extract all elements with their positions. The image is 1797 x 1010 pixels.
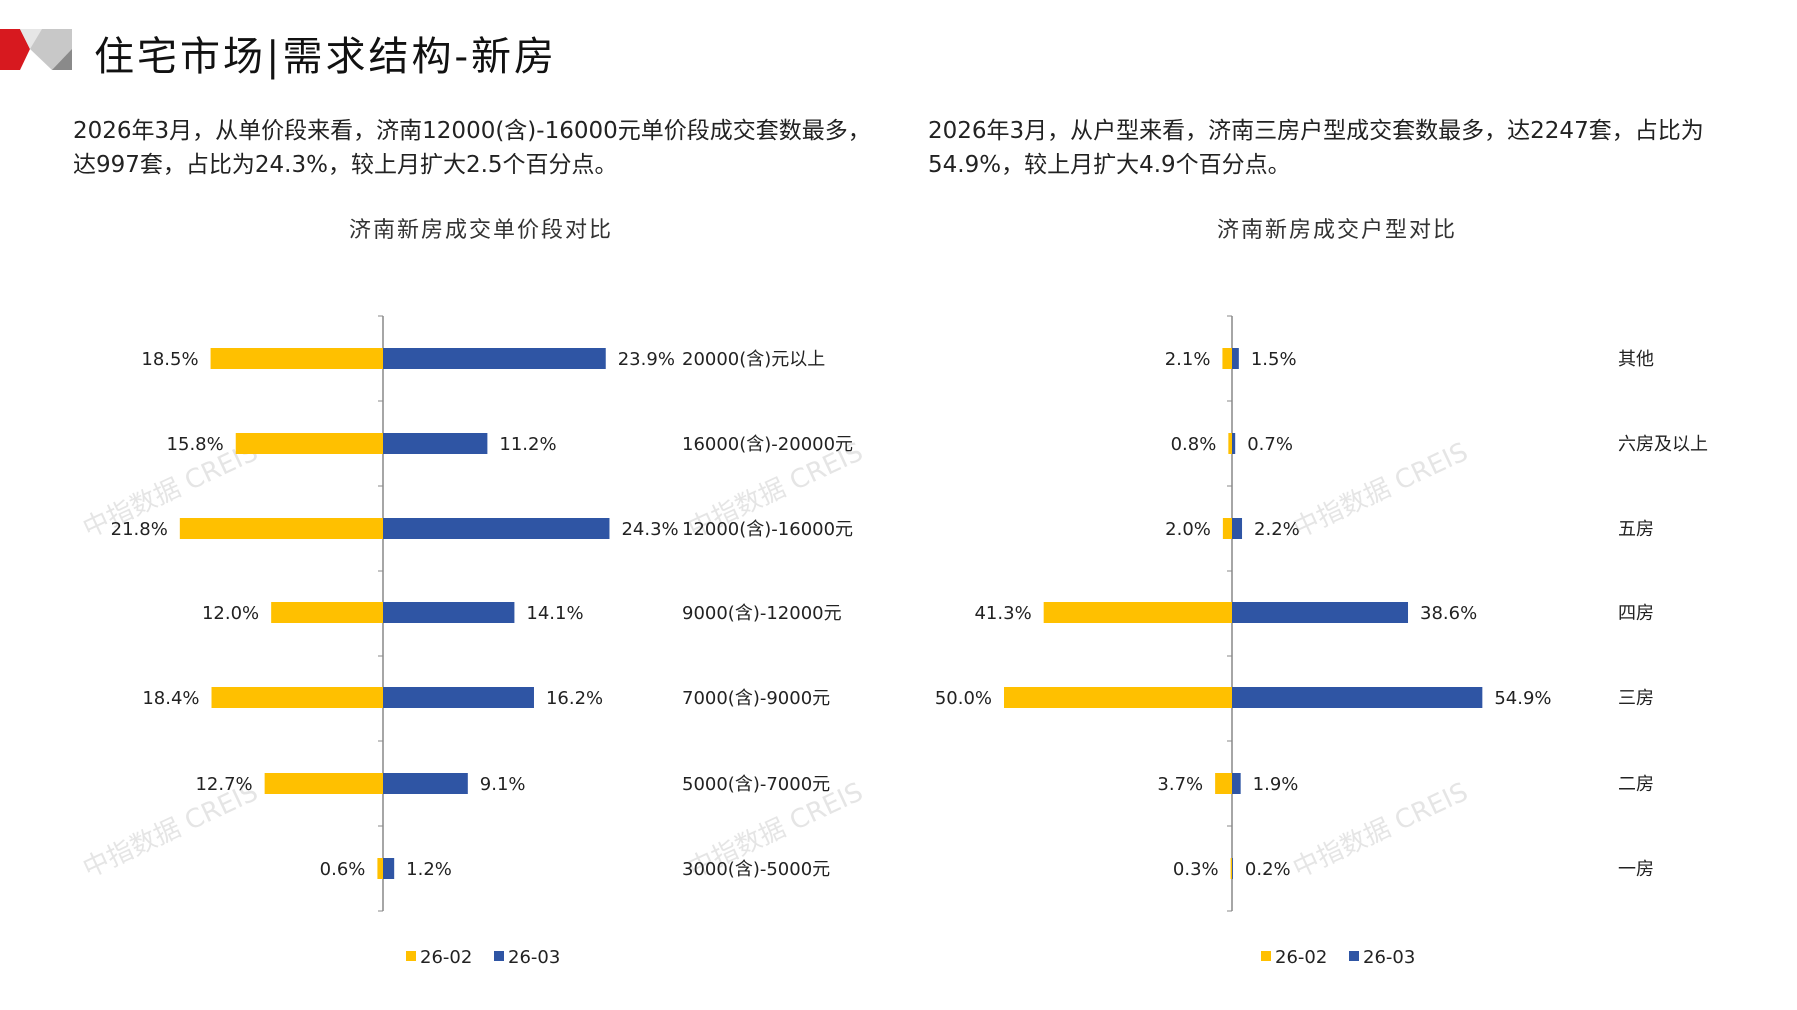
legend-label: 26-02 <box>420 947 472 968</box>
bar-26-02 <box>1215 773 1232 794</box>
category-label: 12000(含)-16000元 <box>682 519 853 540</box>
bar-26-02 <box>1222 518 1232 539</box>
page-title: 住宅市场|需求结构-新房 <box>94 34 557 80</box>
data-label-26-02: 0.3% <box>1173 859 1219 880</box>
logo-icon <box>0 29 72 70</box>
data-label-26-03: 16.2% <box>546 688 603 709</box>
legend-swatch <box>1261 951 1271 961</box>
bar-26-03 <box>1232 858 1233 879</box>
legend-swatch <box>1349 951 1359 961</box>
category-label: 二房 <box>1618 774 1654 795</box>
data-label-26-02: 41.3% <box>974 603 1031 624</box>
category-label: 三房 <box>1618 688 1654 709</box>
category-label: 16000(含)-20000元 <box>682 434 853 455</box>
bar-26-02 <box>235 433 383 454</box>
data-label-26-02: 12.7% <box>195 774 252 795</box>
data-label-26-02: 0.8% <box>1171 434 1217 455</box>
data-label-26-03: 23.9% <box>618 349 675 370</box>
bar-26-03 <box>383 773 468 794</box>
bar-26-02 <box>1228 433 1232 454</box>
category-label: 3000(含)-5000元 <box>682 859 830 880</box>
bar-26-03 <box>1232 687 1483 708</box>
bar-26-03 <box>383 858 395 879</box>
bar-26-02 <box>1043 602 1232 623</box>
right-summary: 2026年3月，从户型来看，济南三房户型成交套数最多，达2247套，占比为54.… <box>928 118 1704 178</box>
data-label-26-03: 38.6% <box>1420 603 1477 624</box>
bar-26-03 <box>383 348 606 369</box>
category-label: 5000(含)-7000元 <box>682 774 830 795</box>
bar-26-02 <box>1230 858 1232 879</box>
bar-26-02 <box>1004 687 1232 708</box>
data-label-26-02: 3.7% <box>1157 774 1203 795</box>
bar-26-03 <box>383 518 610 539</box>
data-label-26-02: 2.0% <box>1165 519 1211 540</box>
data-label-26-02: 18.5% <box>141 349 198 370</box>
category-label: 20000(含)元以上 <box>682 349 825 370</box>
category-label: 7000(含)-9000元 <box>682 688 830 709</box>
bar-26-03 <box>383 602 515 623</box>
legend-swatch <box>494 951 504 961</box>
data-label-26-03: 1.2% <box>406 859 452 880</box>
category-label: 其他 <box>1618 349 1654 370</box>
data-label-26-03: 24.3% <box>621 519 678 540</box>
data-label-26-03: 1.5% <box>1251 349 1297 370</box>
data-label-26-02: 12.0% <box>202 603 259 624</box>
data-label-26-03: 1.9% <box>1253 774 1299 795</box>
data-label-26-02: 0.6% <box>320 859 366 880</box>
data-label-26-03: 2.2% <box>1254 519 1300 540</box>
right-chart-title: 济南新房成交户型对比 <box>1216 218 1458 243</box>
bar-26-02 <box>264 773 383 794</box>
bar-26-03 <box>1232 602 1409 623</box>
bar-26-02 <box>210 348 383 369</box>
data-label-26-03: 9.1% <box>480 774 526 795</box>
legend-label: 26-03 <box>508 947 560 968</box>
data-label-26-02: 21.8% <box>111 519 168 540</box>
data-label-26-03: 0.2% <box>1245 859 1291 880</box>
data-label-26-02: 18.4% <box>142 688 199 709</box>
data-label-26-03: 14.1% <box>526 603 583 624</box>
category-label: 五房 <box>1618 519 1654 540</box>
bar-26-03 <box>1232 518 1243 539</box>
legend-label: 26-03 <box>1363 947 1415 968</box>
data-label-26-03: 54.9% <box>1494 688 1551 709</box>
data-label-26-02: 50.0% <box>935 688 992 709</box>
category-label: 一房 <box>1618 859 1654 880</box>
data-label-26-03: 11.2% <box>499 434 556 455</box>
bar-26-02 <box>211 687 383 708</box>
bar-26-03 <box>1232 348 1239 369</box>
legend-swatch <box>406 951 416 961</box>
data-label-26-02: 15.8% <box>167 434 224 455</box>
category-label: 9000(含)-12000元 <box>682 603 842 624</box>
legend-label: 26-02 <box>1275 947 1327 968</box>
category-label: 六房及以上 <box>1618 434 1708 455</box>
bar-26-03 <box>1232 773 1241 794</box>
bar-26-03 <box>383 687 534 708</box>
category-label: 四房 <box>1618 603 1654 624</box>
bar-26-03 <box>1232 433 1236 454</box>
bar-26-03 <box>383 433 488 454</box>
data-label-26-03: 0.7% <box>1247 434 1293 455</box>
bar-26-02 <box>179 518 383 539</box>
left-chart-title: 济南新房成交单价段对比 <box>348 218 614 243</box>
data-label-26-02: 2.1% <box>1165 349 1211 370</box>
bar-26-02 <box>271 602 383 623</box>
bar-26-02 <box>1222 348 1232 369</box>
bar-26-02 <box>377 858 383 879</box>
left-summary: 2026年3月，从单价段来看，济南12000(含)-16000元单价段成交套数最… <box>73 118 871 178</box>
